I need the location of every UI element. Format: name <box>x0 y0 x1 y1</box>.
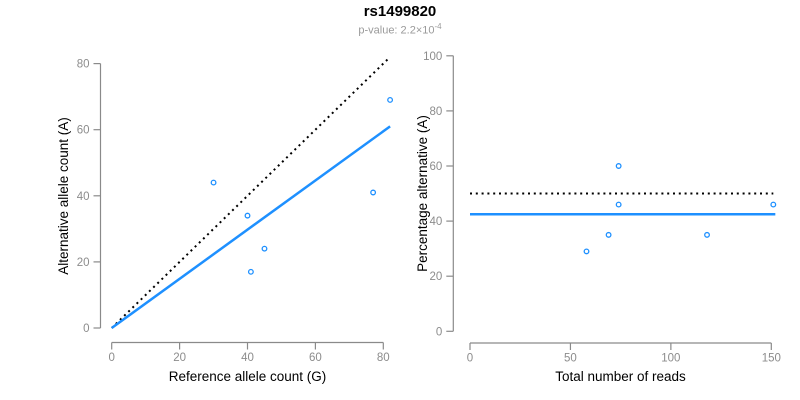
y-tick-label: 0 <box>436 326 442 338</box>
y-axis-title: Percentage alternative (A) <box>415 115 430 272</box>
fit-line <box>110 125 391 330</box>
data-point <box>704 231 710 238</box>
data-point <box>210 179 217 186</box>
chart-title: rs1499820 <box>363 3 437 20</box>
x-tick-label: 0 <box>467 353 473 365</box>
right-plot: 0 50 100 150 0 20 40 60 80 100 Total number of rea… <box>415 51 781 384</box>
y-tick-label: 60 <box>77 125 90 137</box>
y-tick-label: 40 <box>430 216 443 228</box>
y-tick-label: 80 <box>430 106 443 118</box>
x-tick-label: 80 <box>377 352 390 364</box>
data-point <box>615 163 622 169</box>
x-axis-title: Total number of reads <box>555 369 686 384</box>
y-tick-label: 80 <box>77 59 90 71</box>
y-tick-label: 60 <box>430 161 443 173</box>
left-plot: 0 20 40 60 80 0 20 40 60 80 Reference allele count… <box>56 56 394 384</box>
data-point <box>770 201 777 208</box>
chart-subtitle: p-value: 2.2×10-4 <box>0 20 800 38</box>
chart-header: rs1499820 p-value: 2.2×10-4 <box>0 3 800 38</box>
y-tick-label: 20 <box>430 271 443 283</box>
p-value-text: p-value: 2.2×10 <box>358 24 435 37</box>
p-value-exponent: -4 <box>434 22 442 31</box>
y-axis-title: Alternative allele count (A) <box>56 117 71 275</box>
data-point <box>583 248 590 255</box>
x-tick-label: 60 <box>309 352 322 364</box>
data-point <box>387 97 394 103</box>
data-point <box>261 245 268 252</box>
x-tick-label: 50 <box>564 353 577 365</box>
x-tick-label: 100 <box>661 353 680 365</box>
data-point <box>370 189 377 196</box>
x-axis-title: Reference allele count (G) <box>169 369 327 384</box>
y-tick-label: 40 <box>77 191 90 203</box>
y-tick-label: 0 <box>83 323 89 335</box>
data-point <box>247 268 254 275</box>
y-tick-label: 20 <box>77 257 90 269</box>
data-point <box>244 212 251 219</box>
x-tick-label: 40 <box>241 352 254 364</box>
identity-line <box>111 56 391 329</box>
x-tick-label: 0 <box>108 352 114 364</box>
x-tick-label: 20 <box>173 352 186 364</box>
y-tick-label: 100 <box>423 51 442 63</box>
data-point <box>615 201 622 208</box>
data-point <box>605 231 612 238</box>
x-tick-label: 150 <box>762 353 781 365</box>
